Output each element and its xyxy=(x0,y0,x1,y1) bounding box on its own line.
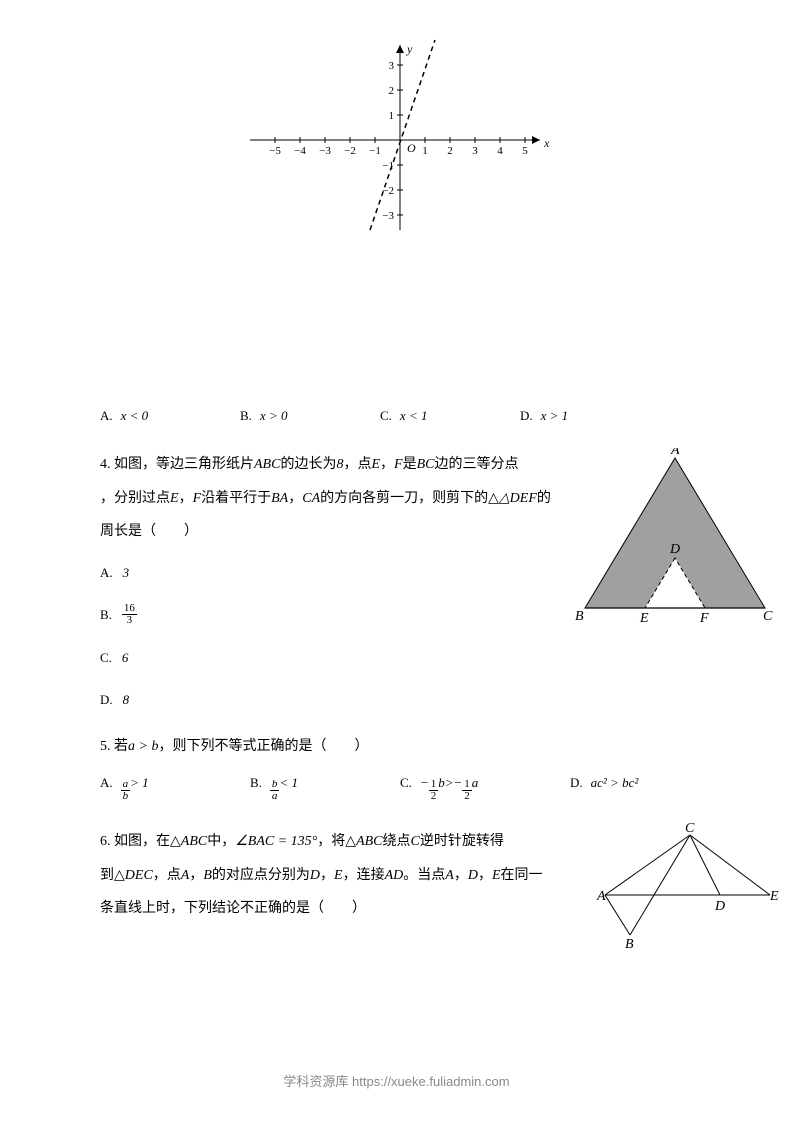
option-label: D. xyxy=(520,408,533,424)
q5-option-a: A. ab > 1 xyxy=(100,775,250,802)
svg-text:−1: −1 xyxy=(382,160,394,172)
q3-option-d: D. x > 1 xyxy=(520,408,660,424)
q4-option-c: C. 6 xyxy=(100,650,128,666)
svg-text:−2: −2 xyxy=(382,185,394,197)
q3-option-a: A. x < 0 xyxy=(100,408,240,424)
svg-text:−2: −2 xyxy=(344,145,356,157)
x-axis-label: x xyxy=(543,136,550,150)
vertex-d: D xyxy=(669,542,680,557)
y-axis-label: y xyxy=(406,42,413,56)
svg-text:3: 3 xyxy=(389,60,395,72)
q3-options-row: A. x < 0 B. x > 0 C. x < 1 D. x > 1 xyxy=(100,408,660,424)
q5-option-b: B. ba < 1 xyxy=(250,775,400,802)
origin-label: O xyxy=(407,141,416,155)
page-footer: 学科资源库 https://xueke.fuliadmin.com xyxy=(0,1071,793,1090)
q4-option-d: D. 8 xyxy=(100,692,129,708)
vertex-a: A xyxy=(670,448,680,458)
svg-text:4: 4 xyxy=(497,145,503,157)
question-number: 4. xyxy=(100,457,111,472)
vertex-f: F xyxy=(699,611,709,623)
svg-text:2: 2 xyxy=(389,85,395,97)
svg-text:2: 2 xyxy=(447,145,453,157)
svg-text:5: 5 xyxy=(522,145,528,157)
svg-text:−5: −5 xyxy=(269,145,281,157)
vertex-b: B xyxy=(625,937,634,950)
q4-option-b: B. 16 3 xyxy=(100,603,137,626)
vertex-d: D xyxy=(714,899,725,914)
option-math: x > 0 xyxy=(260,408,288,424)
svg-text:1: 1 xyxy=(422,145,428,157)
q4-figure: A B C D E F xyxy=(575,448,775,628)
q4-stem: 4. 如图，等边三角形纸片ABC的边长为8，点E，F是BC边的三等分点 ，分别过… xyxy=(100,448,570,549)
triangle-svg: A B C D E F xyxy=(575,448,775,623)
rotation-svg: A B C D E xyxy=(595,820,780,950)
option-math: x > 1 xyxy=(541,408,569,424)
svg-text:−4: −4 xyxy=(294,145,306,157)
vertex-c: C xyxy=(685,821,695,836)
svg-text:−1: −1 xyxy=(369,145,381,157)
q5-options-row: A. ab > 1 B. ba < 1 C. − 12 b > − 12 a D… xyxy=(100,775,700,802)
option-label: A. xyxy=(100,408,113,424)
q4-option-a: A. 3 xyxy=(100,565,129,581)
q3-option-c: C. x < 1 xyxy=(380,408,520,424)
page-container: −5 −4 −3 −2 −1 1 2 3 4 5 1 2 3 −1 −2 −3 O x y A. x… xyxy=(0,0,793,1122)
svg-text:3: 3 xyxy=(472,145,478,157)
q6-stem: 6. 如图，在△ABC中，∠BAC = 135°，将△ABC绕点C逆时针旋转得 … xyxy=(100,825,570,926)
fraction: 16 3 xyxy=(122,603,137,626)
option-math: x < 0 xyxy=(121,408,149,424)
q5-option-d: D. ac² > bc² xyxy=(570,775,700,791)
option-label: B. xyxy=(240,408,252,424)
q5-option-c: C. − 12 b > − 12 a xyxy=(400,775,570,802)
question-number: 6. xyxy=(100,834,111,849)
svg-text:−3: −3 xyxy=(319,145,331,157)
graph-svg: −5 −4 −3 −2 −1 1 2 3 4 5 1 2 3 −1 −2 −3 O x y xyxy=(240,30,560,250)
option-label: C. xyxy=(380,408,392,424)
vertex-e: E xyxy=(639,611,649,623)
question-number: 5. xyxy=(100,739,111,754)
q3-option-b: B. x > 0 xyxy=(240,408,380,424)
option-math: x < 1 xyxy=(400,408,428,424)
vertex-b: B xyxy=(575,609,584,623)
svg-text:−3: −3 xyxy=(382,210,394,222)
vertex-e: E xyxy=(769,889,779,904)
svg-text:1: 1 xyxy=(389,110,395,122)
coordinate-graph: −5 −4 −3 −2 −1 1 2 3 4 5 1 2 3 −1 −2 −3 O x y xyxy=(240,30,560,250)
vertex-c: C xyxy=(763,609,773,623)
q5-stem: 5. 若a > b，则下列不等式正确的是（ ） xyxy=(100,730,660,764)
vertex-a: A xyxy=(596,889,606,904)
q6-figure: A B C D E xyxy=(595,820,780,955)
